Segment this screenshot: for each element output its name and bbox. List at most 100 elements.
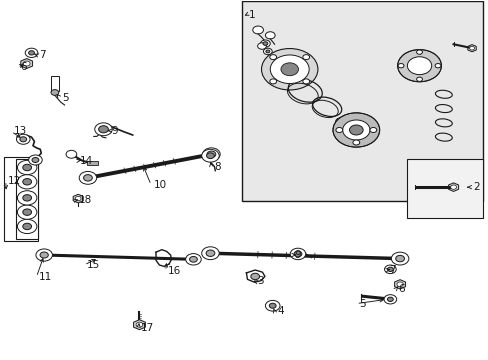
Circle shape — [383, 295, 396, 304]
Circle shape — [66, 150, 77, 158]
Circle shape — [95, 123, 112, 136]
Circle shape — [23, 209, 31, 215]
Circle shape — [396, 282, 403, 287]
Circle shape — [263, 42, 267, 45]
Circle shape — [342, 120, 369, 140]
Text: 5: 5 — [358, 298, 365, 309]
Circle shape — [79, 171, 97, 184]
Circle shape — [302, 55, 309, 60]
Circle shape — [434, 64, 440, 68]
Circle shape — [269, 303, 276, 308]
Text: 2: 2 — [472, 182, 479, 192]
Circle shape — [201, 149, 219, 162]
Circle shape — [29, 155, 42, 165]
Circle shape — [51, 90, 59, 95]
Circle shape — [395, 255, 404, 262]
Text: 6: 6 — [398, 284, 405, 294]
Circle shape — [293, 251, 301, 257]
Circle shape — [302, 79, 309, 84]
Circle shape — [23, 223, 31, 230]
Circle shape — [83, 175, 92, 181]
Circle shape — [75, 197, 81, 201]
Polygon shape — [467, 45, 475, 52]
Text: 14: 14 — [80, 156, 93, 166]
Circle shape — [40, 252, 48, 258]
Text: 11: 11 — [39, 272, 52, 282]
Circle shape — [260, 40, 270, 47]
Circle shape — [450, 185, 456, 189]
Circle shape — [17, 134, 30, 144]
Polygon shape — [73, 194, 83, 203]
Circle shape — [269, 79, 276, 84]
Circle shape — [281, 63, 298, 76]
Circle shape — [261, 49, 317, 90]
Circle shape — [206, 151, 215, 157]
Circle shape — [23, 195, 31, 201]
Circle shape — [206, 153, 214, 158]
Polygon shape — [394, 280, 405, 289]
Circle shape — [352, 140, 359, 145]
Circle shape — [29, 51, 34, 55]
Polygon shape — [242, 1, 482, 202]
Circle shape — [369, 127, 376, 132]
Circle shape — [265, 300, 280, 311]
Circle shape — [289, 248, 305, 260]
Circle shape — [18, 219, 37, 234]
Circle shape — [265, 32, 275, 39]
Text: 17: 17 — [141, 323, 154, 333]
Circle shape — [384, 265, 395, 274]
Polygon shape — [447, 183, 458, 192]
Text: 18: 18 — [79, 195, 92, 205]
Circle shape — [18, 191, 37, 205]
Text: 15: 15 — [86, 260, 100, 270]
Text: 6: 6 — [20, 62, 26, 72]
Bar — [407, 158, 482, 217]
Bar — [51, 76, 59, 91]
Circle shape — [349, 125, 363, 135]
Circle shape — [269, 55, 276, 60]
Circle shape — [201, 247, 219, 260]
Circle shape — [32, 157, 39, 162]
Circle shape — [250, 273, 259, 280]
Text: 13: 13 — [14, 126, 27, 136]
Circle shape — [468, 46, 473, 50]
Circle shape — [335, 127, 342, 132]
Text: 7: 7 — [388, 265, 395, 275]
Text: 8: 8 — [213, 162, 220, 172]
Bar — [87, 161, 98, 165]
Circle shape — [18, 160, 37, 175]
Circle shape — [390, 252, 408, 265]
Bar — [4, 157, 38, 241]
Polygon shape — [20, 59, 33, 68]
Circle shape — [23, 61, 30, 66]
Circle shape — [136, 322, 142, 327]
Text: 12: 12 — [8, 176, 21, 186]
Circle shape — [20, 137, 27, 142]
Circle shape — [263, 48, 272, 55]
Circle shape — [99, 126, 108, 133]
Circle shape — [18, 205, 37, 219]
Circle shape — [25, 48, 38, 58]
Circle shape — [386, 297, 392, 301]
Circle shape — [397, 64, 403, 68]
Circle shape — [416, 77, 422, 81]
Circle shape — [18, 175, 37, 189]
Text: 16: 16 — [168, 266, 181, 276]
Polygon shape — [133, 320, 145, 330]
Text: 5: 5 — [62, 93, 69, 103]
Text: 1: 1 — [248, 10, 255, 20]
Circle shape — [23, 179, 31, 185]
Circle shape — [416, 50, 422, 54]
Circle shape — [205, 250, 214, 256]
Circle shape — [23, 164, 31, 171]
Text: 3: 3 — [257, 276, 264, 287]
Circle shape — [407, 57, 431, 75]
Text: 9: 9 — [112, 126, 118, 136]
Text: 10: 10 — [153, 180, 166, 190]
Circle shape — [36, 249, 52, 261]
Bar — [16, 158, 38, 239]
Circle shape — [189, 256, 197, 262]
Text: 4: 4 — [277, 306, 283, 316]
Circle shape — [265, 50, 269, 53]
Circle shape — [270, 55, 308, 84]
